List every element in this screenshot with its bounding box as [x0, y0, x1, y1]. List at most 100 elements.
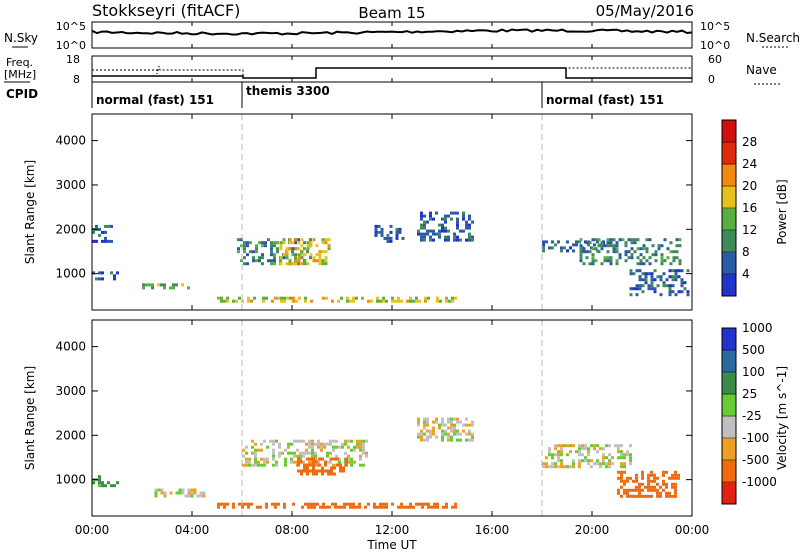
- velocity-cell: [275, 463, 278, 467]
- power-cell: [423, 232, 426, 236]
- power-cell: [424, 299, 427, 303]
- velocity-cell: [599, 447, 602, 451]
- velocity-cell: [674, 494, 677, 498]
- power-cell: [624, 244, 628, 248]
- power-cell: [585, 250, 589, 254]
- velocity-cell: [423, 426, 426, 430]
- velocity-cell: [248, 460, 251, 464]
- velocity-cell: [560, 465, 563, 469]
- power-cell: [662, 284, 666, 288]
- velocity-cell: [305, 451, 308, 455]
- power-cell: [420, 238, 423, 242]
- velocity-cell: [314, 454, 317, 458]
- velocity-cell: [272, 442, 275, 446]
- power-cell: [312, 238, 316, 242]
- power-cell: [382, 296, 385, 300]
- velocity-cell: [650, 473, 653, 477]
- velocity-cell: [308, 445, 311, 449]
- velocity-cell: [417, 423, 420, 427]
- power-cell: [675, 250, 679, 254]
- colorbar-swatch: [722, 186, 736, 209]
- velocity-cell: [317, 445, 320, 449]
- velocity-cell: [321, 466, 324, 470]
- velocity-cell: [292, 502, 295, 506]
- velocity-cell: [326, 442, 329, 446]
- velocity-cell: [385, 505, 388, 509]
- power-cell: [429, 211, 432, 215]
- power-cell: [279, 247, 283, 251]
- power-cell: [654, 253, 658, 257]
- power-cell: [572, 243, 575, 247]
- power-cell: [450, 217, 453, 221]
- velocity-cell: [157, 488, 161, 492]
- velocity-cell: [98, 478, 101, 482]
- colorbar-tick-label: -100: [742, 431, 769, 445]
- power-cell: [660, 259, 664, 263]
- power-cell: [677, 269, 681, 273]
- velocity-cell: [251, 445, 254, 449]
- power-cell: [648, 262, 652, 266]
- velocity-cell: [560, 444, 563, 448]
- power-cell: [629, 269, 633, 273]
- power-cell: [456, 235, 459, 239]
- power-cell: [629, 293, 633, 297]
- power-cell: [650, 275, 654, 279]
- velocity-cell: [284, 448, 287, 452]
- power-cell: [588, 241, 592, 245]
- power-cell: [253, 296, 256, 300]
- velocity-cell: [653, 488, 656, 492]
- power-cell: [151, 283, 154, 287]
- velocity-cell: [333, 457, 336, 461]
- velocity-cell: [101, 484, 104, 488]
- power-cell: [633, 241, 637, 245]
- velocity-colorbar: -1000 -500 -100 -25 25 100 500 1000 Velocity [m…: [721, 321, 789, 505]
- power-cell: [247, 299, 250, 303]
- power-cell: [303, 262, 307, 266]
- power-cell: [468, 223, 471, 227]
- velocity-cell: [254, 463, 257, 467]
- power-cell: [297, 256, 301, 260]
- power-cell: [426, 232, 429, 236]
- power-cell: [252, 259, 255, 263]
- power-cell: [107, 239, 110, 243]
- velocity-cell: [187, 488, 191, 492]
- power-cell: [318, 250, 322, 254]
- power-cell: [285, 253, 289, 257]
- velocity-cell: [548, 453, 551, 457]
- velocity-cell: [668, 476, 671, 480]
- power-cell: [668, 290, 672, 294]
- velocity-cell: [338, 460, 341, 464]
- velocity-cell: [578, 453, 581, 457]
- velocity-cell: [345, 457, 348, 461]
- power-cell: [270, 250, 273, 254]
- power-cell: [283, 299, 286, 303]
- velocity-cell: [296, 448, 299, 452]
- power-cell: [258, 259, 261, 263]
- velocity-cell: [587, 447, 590, 451]
- power-cell: [300, 262, 304, 266]
- velocity-panel: 1000 2000 3000 4000 Slant Range [km]: [23, 319, 693, 517]
- velocity-cell: [584, 444, 587, 448]
- power-cell: [468, 232, 471, 236]
- power-cell: [397, 296, 400, 300]
- velocity-cell: [647, 473, 650, 477]
- power-cell: [376, 296, 379, 300]
- power-cell: [303, 247, 306, 251]
- velocity-cell: [338, 457, 341, 461]
- velocity-cell: [587, 453, 590, 457]
- velocity-cell: [362, 451, 365, 455]
- velocity-cell: [312, 472, 315, 476]
- power-cell: [651, 253, 655, 257]
- power-cell: [261, 256, 264, 260]
- velocity-cell: [620, 450, 623, 454]
- velocity-cell: [223, 502, 226, 506]
- power-cell: [367, 299, 370, 303]
- power-panel: 1000 2000 3000 4000 Slant Range [km]: [23, 113, 693, 311]
- power-cell: [400, 299, 403, 303]
- power-cell: [300, 244, 304, 248]
- velocity-cell: [671, 485, 674, 489]
- power-cell: [615, 250, 619, 254]
- velocity-cell: [332, 448, 335, 452]
- power-cell: [660, 262, 664, 266]
- velocity-cell: [250, 502, 253, 506]
